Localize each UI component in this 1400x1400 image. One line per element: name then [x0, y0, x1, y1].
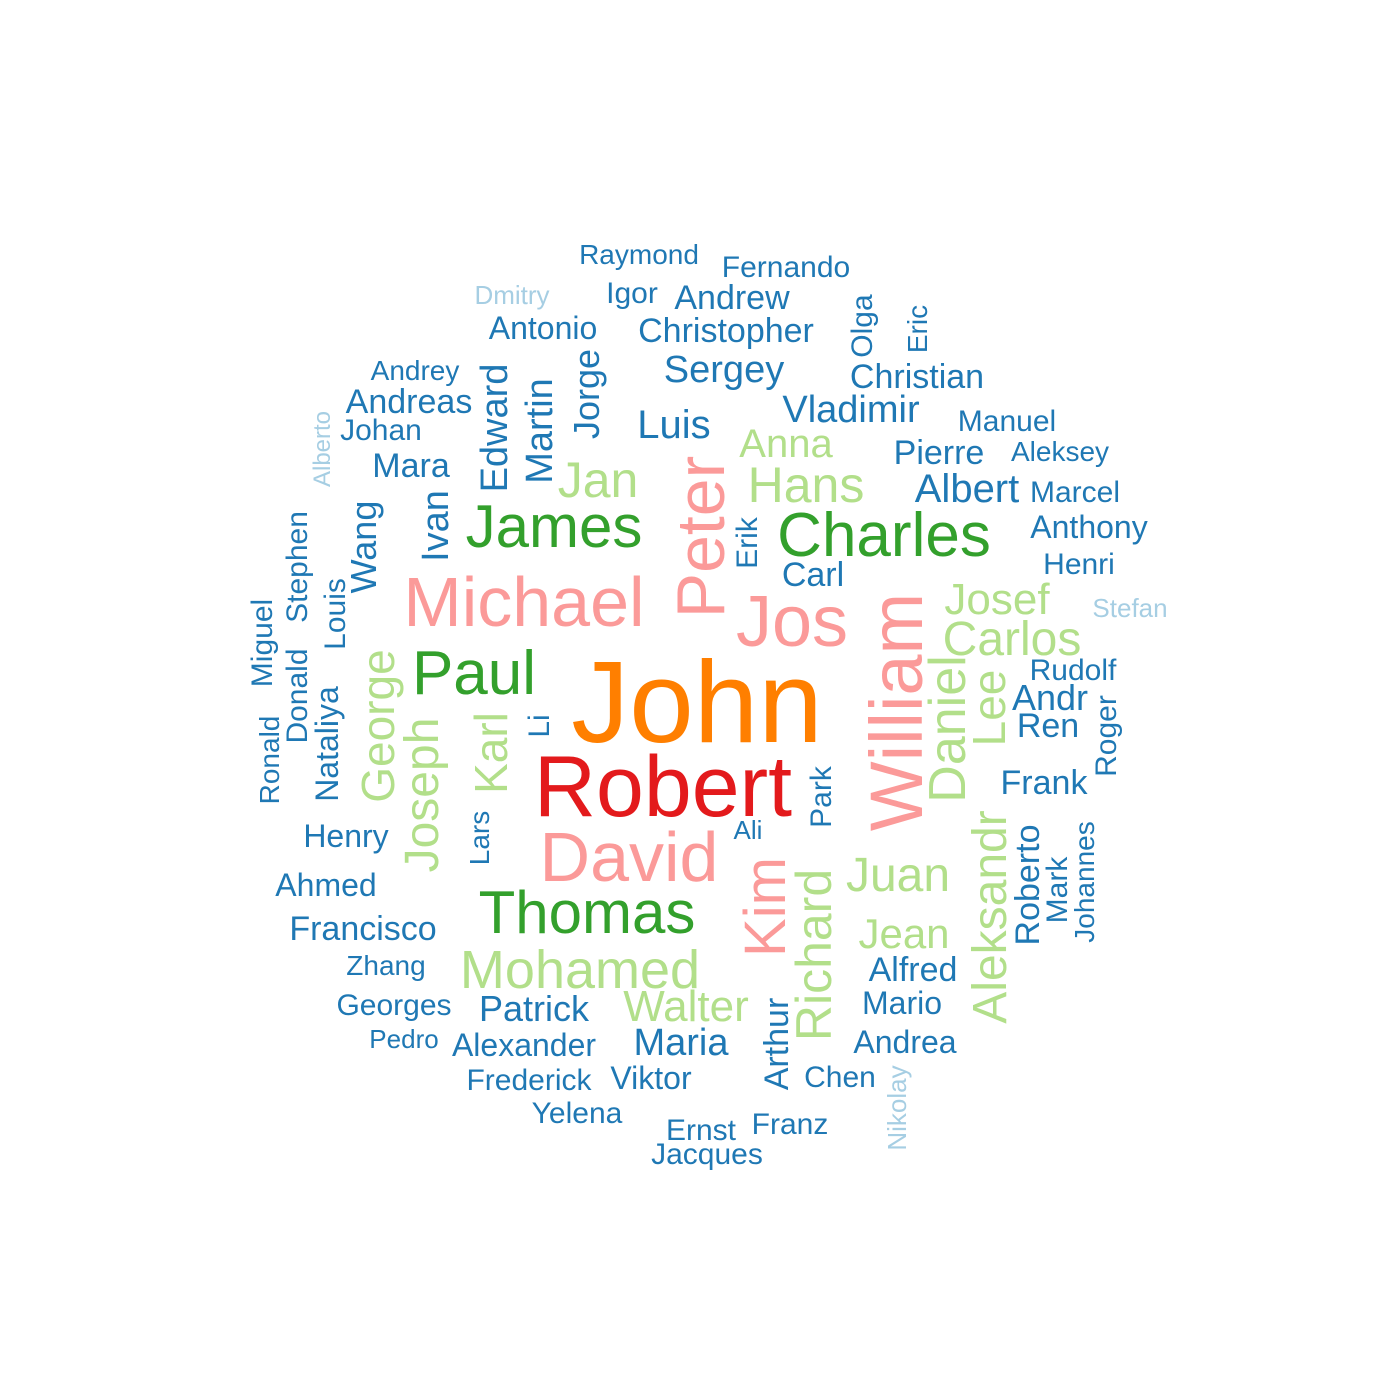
- word-francisco: Francisco: [289, 910, 437, 948]
- word-jacques: Jacques: [651, 1138, 763, 1171]
- word-anthony: Anthony: [1030, 509, 1148, 545]
- word-stephen: Stephen: [281, 511, 314, 623]
- word-juan: Juan: [845, 849, 951, 902]
- word-arthur: Arthur: [758, 997, 796, 1091]
- word-chen: Chen: [804, 1061, 876, 1094]
- word-pierre: Pierre: [893, 434, 985, 472]
- word-carl: Carl: [781, 556, 845, 594]
- word-paul: Paul: [411, 639, 537, 708]
- word-luis: Luis: [637, 403, 711, 447]
- word-eric: Eric: [902, 304, 933, 354]
- word-jean: Jean: [858, 910, 950, 957]
- word-pedro: Pedro: [369, 1024, 439, 1054]
- word-richard: Richard: [786, 868, 842, 1042]
- word-ali: Ali: [733, 815, 763, 845]
- word-charles: Charles: [777, 501, 991, 570]
- word-zhang: Zhang: [346, 950, 426, 981]
- word-jan: Jan: [557, 452, 639, 508]
- word-marcel: Marcel: [1029, 476, 1121, 509]
- word-raymond: Raymond: [579, 239, 699, 270]
- word-ren: Ren: [1016, 707, 1080, 745]
- word-franz: Franz: [751, 1108, 829, 1141]
- word-jos: Jos: [735, 582, 849, 662]
- word-yelena: Yelena: [531, 1097, 623, 1130]
- word-louis: Louis: [319, 578, 352, 650]
- word-mohamed: Mohamed: [459, 940, 701, 1000]
- word-li: Li: [523, 714, 556, 738]
- word-georges: Georges: [336, 989, 452, 1022]
- word-ahmed: Ahmed: [275, 867, 377, 903]
- word-lars: Lars: [464, 810, 495, 866]
- word-walter: Walter: [623, 982, 749, 1031]
- word-james: James: [465, 493, 643, 560]
- word-patrick: Patrick: [478, 988, 590, 1029]
- word-thomas: Thomas: [478, 879, 696, 946]
- word-christian: Christian: [849, 358, 985, 396]
- word-george: George: [352, 649, 404, 803]
- word-nataliya: Nataliya: [309, 686, 345, 802]
- word-alfred: Alfred: [868, 951, 958, 989]
- word-dmitry: Dmitry: [474, 280, 550, 310]
- word-henry: Henry: [303, 818, 389, 854]
- word-manuel: Manuel: [957, 405, 1057, 438]
- word-ernst: Ernst: [665, 1114, 737, 1147]
- word-mara: Mara: [372, 447, 450, 485]
- word-edward: Edward: [474, 363, 516, 493]
- word-roger: Roger: [1090, 695, 1123, 777]
- word-johannes: Johannes: [1069, 821, 1100, 943]
- word-nikolay: Nikolay: [882, 1065, 912, 1151]
- word-igor: Igor: [606, 277, 658, 310]
- word-andr: Andr: [1011, 677, 1089, 718]
- word-frederick: Frederick: [466, 1064, 592, 1097]
- word-anna: Anna: [739, 422, 833, 466]
- word-fernando: Fernando: [721, 251, 851, 284]
- word-viktor: Viktor: [610, 1060, 692, 1096]
- word-aleksandr: Aleksandr: [964, 810, 1017, 1024]
- word-stefan: Stefan: [1092, 593, 1168, 623]
- word-robert: Robert: [533, 739, 793, 835]
- word-karl: Karl: [465, 712, 517, 794]
- word-john: John: [571, 637, 823, 767]
- word-carlos: Carlos: [942, 613, 1082, 666]
- word-albert: Albert: [914, 467, 1020, 511]
- word-ronald: Ronald: [254, 715, 285, 805]
- word-andrew: Andrew: [674, 279, 790, 317]
- word-olga: Olga: [846, 294, 879, 358]
- word-andreas: Andreas: [345, 383, 473, 421]
- word-lee: Lee: [963, 669, 1015, 747]
- word-peter: Peter: [663, 455, 739, 619]
- word-vladimir: Vladimir: [782, 389, 920, 431]
- word-michael: Michael: [403, 563, 645, 641]
- word-christopher: Christopher: [638, 312, 814, 350]
- word-antonio: Antonio: [488, 310, 598, 346]
- word-ivan: Ivan: [415, 490, 457, 562]
- word-miguel: Miguel: [246, 598, 279, 688]
- word-hans: Hans: [747, 457, 865, 513]
- word-rudolf: Rudolf: [1029, 654, 1117, 687]
- word-andrea: Andrea: [853, 1024, 957, 1060]
- word-park: Park: [805, 766, 838, 828]
- word-henri: Henri: [1043, 548, 1115, 581]
- word-erik: Erik: [731, 517, 764, 569]
- word-alberto: Alberto: [309, 410, 336, 488]
- word-johan: Johan: [340, 414, 422, 447]
- word-sergey: Sergey: [663, 349, 785, 391]
- word-josef: Josef: [944, 575, 1050, 624]
- word-roberto: Roberto: [1009, 824, 1047, 946]
- word-andrey: Andrey: [370, 355, 460, 386]
- word-alexander: Alexander: [451, 1027, 597, 1063]
- word-aleksey: Aleksey: [1010, 436, 1110, 467]
- word-maria: Maria: [633, 1022, 729, 1064]
- word-joseph: Joseph: [396, 717, 449, 873]
- word-mario: Mario: [861, 985, 943, 1021]
- word-jorge: Jorge: [566, 348, 607, 440]
- word-david: David: [539, 818, 719, 896]
- word-frank: Frank: [1000, 764, 1088, 802]
- word-martin: Martin: [519, 378, 561, 484]
